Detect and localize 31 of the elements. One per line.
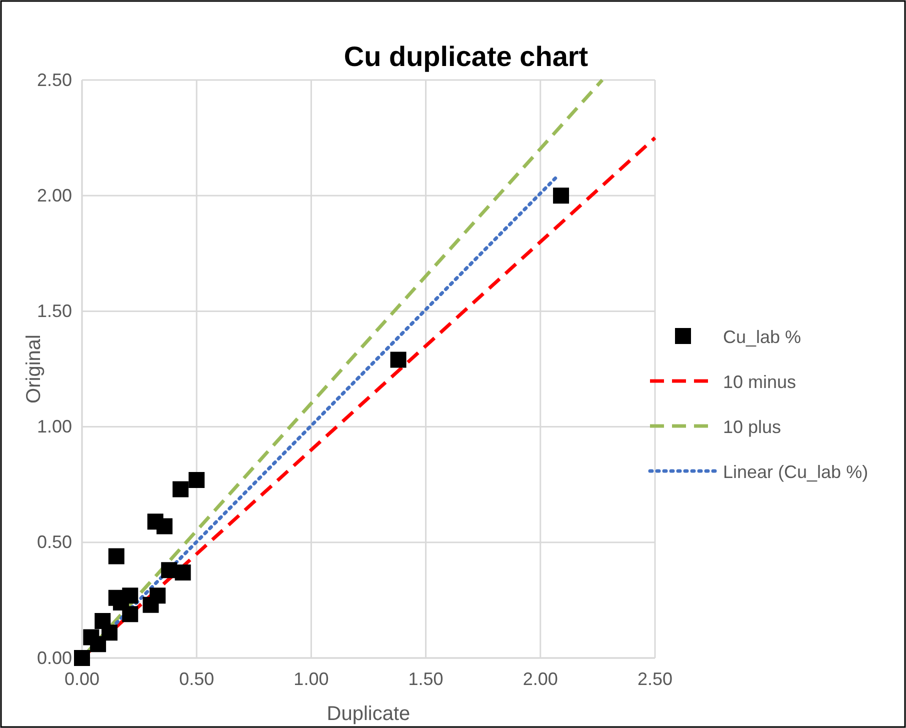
legend-label: 10 plus: [723, 417, 782, 437]
y-tick-label: 2.50: [36, 70, 72, 90]
legend-label: Linear (Cu_lab %): [723, 462, 868, 482]
point: [108, 548, 124, 564]
legend-label: Cu_lab %: [723, 327, 802, 347]
y-tick-label: 1.00: [36, 416, 72, 437]
x-tick-label: 0.00: [64, 668, 100, 689]
point: [172, 481, 189, 498]
point: [174, 564, 191, 580]
y-tick-label: 1.50: [36, 300, 72, 321]
point: [188, 472, 205, 488]
y-tick-label: 2.00: [36, 185, 72, 206]
x-tick-label: 1.50: [408, 668, 444, 689]
point: [83, 629, 100, 646]
x-tick-label: 1.00: [294, 668, 329, 689]
point: [142, 596, 159, 613]
y-tick-label: 0.50: [36, 532, 72, 552]
x-axis-title: Duplicate: [326, 703, 410, 725]
point: [94, 613, 111, 630]
point: [553, 188, 570, 204]
legend-label: 10 minus: [723, 372, 796, 392]
x-tick-label: 2.00: [522, 668, 558, 689]
y-axis-title: Original: [23, 334, 45, 404]
chart-title: Cu duplicate chart: [344, 41, 588, 72]
x-tick-label: 0.50: [179, 668, 214, 689]
point: [390, 352, 406, 368]
y-tick-label: 0.00: [36, 648, 72, 668]
x-tick-label: 2.50: [637, 668, 673, 689]
point: [74, 650, 90, 666]
point: [108, 590, 124, 606]
point: [156, 518, 173, 534]
